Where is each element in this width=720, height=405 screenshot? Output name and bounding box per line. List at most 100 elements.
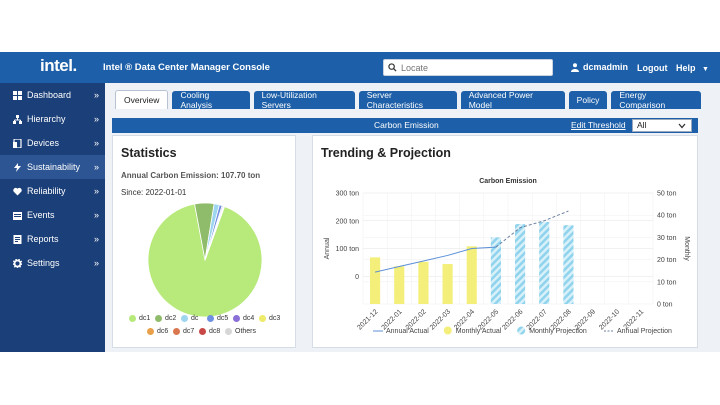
tab-overview[interactable]: Overview (115, 90, 169, 109)
legend-item-dc1[interactable]: dc1 (129, 315, 150, 322)
help-menu[interactable]: Help ▼ (676, 63, 709, 73)
search-box[interactable] (383, 59, 553, 76)
chevron-down-icon (678, 123, 686, 129)
legend-label: Others (235, 328, 257, 335)
section-bar: Carbon Emission Edit Threshold All (112, 118, 698, 133)
legend-label: dc3 (269, 315, 281, 322)
logout-link[interactable]: Logout (637, 63, 668, 73)
chevron-right-icon: » (93, 234, 99, 244)
legend-label: dc8 (209, 328, 221, 335)
sidebar-item-reliability[interactable]: Reliability » (0, 179, 105, 203)
tab-server-characteristics[interactable]: Server Characteristics (358, 90, 457, 110)
sidebar-item-reports[interactable]: Reports » (0, 227, 105, 251)
legend-swatch (147, 328, 154, 335)
trending-title: Trending & Projection (321, 146, 451, 160)
annual-actual-line[interactable] (374, 246, 496, 273)
legend-swatch (443, 326, 452, 335)
sidebar-item-settings[interactable]: Settings » (0, 251, 105, 275)
legend-item-dc4[interactable]: dc4 (233, 315, 254, 322)
search-icon (388, 63, 397, 72)
legend-label: dc1 (139, 315, 151, 322)
sidebar-item-label: Reliability (27, 186, 66, 196)
monthly-projection-bar[interactable] (539, 221, 550, 304)
top-bar: intel. Intel ® Data Center Manager Conso… (0, 52, 720, 83)
legend-swatch (233, 315, 240, 322)
x-tick-label: 2021-12 (356, 308, 379, 331)
legend-label: dc5 (217, 315, 229, 322)
legend-swatch (129, 315, 136, 322)
legend-label: dc (191, 315, 199, 322)
monthly-actual-bar[interactable] (418, 261, 429, 304)
sidebar-item-sustainability[interactable]: Sustainability » (0, 155, 105, 179)
chevron-right-icon: » (93, 210, 99, 220)
y2-tick-label: 10 ton (657, 279, 677, 286)
legend-item-dc7[interactable]: dc7 (173, 328, 194, 335)
filter-select-value: All (637, 120, 647, 130)
legend-label: Monthly Actual (456, 328, 502, 335)
chart-legend-monthly-actual[interactable]: Monthly Actual (443, 326, 502, 336)
legend-swatch (155, 315, 162, 322)
chart-legend-monthly-projection[interactable]: Monthly Projection (517, 326, 587, 336)
carbon-emission-chart: Carbon Emission 300 ton 200 ton 100 ton 0 50 … (324, 178, 690, 336)
sidebar-item-dashboard[interactable]: Dashboard » (0, 83, 105, 107)
legend-item-dc8[interactable]: dc8 (199, 328, 220, 335)
sidebar-item-devices[interactable]: Devices » (0, 131, 105, 155)
filter-select[interactable]: All (632, 119, 692, 132)
search-input[interactable] (401, 62, 541, 73)
sidebar-item-label: Events (27, 210, 55, 220)
tab-energy-comparison[interactable]: Energy Comparison (611, 90, 701, 110)
tab-policy[interactable]: Policy (568, 91, 608, 109)
legend-item-dc[interactable]: dc (181, 315, 198, 322)
pie-chart (147, 202, 263, 318)
events-icon (12, 210, 22, 220)
monthly-actual-bar[interactable] (442, 264, 453, 304)
monthly-projection-bar[interactable] (515, 224, 526, 304)
legend-swatch (225, 328, 232, 335)
since-date: Since: 2022-01-01 (121, 188, 187, 197)
pie-slice-others[interactable] (204, 205, 226, 261)
statistics-title: Statistics (121, 146, 177, 160)
sidebar: Dashboard» Hierarchy» Devices» Sustainabili… (0, 83, 105, 352)
chevron-right-icon: » (93, 90, 99, 100)
chart-title: Carbon Emission (479, 178, 537, 185)
chart-legend-annual-actual[interactable]: Annual Actual (373, 328, 429, 335)
edit-threshold-link[interactable]: Edit Threshold (571, 120, 626, 130)
pie-slice-dc1[interactable] (147, 203, 263, 318)
monthly-actual-bar[interactable] (466, 246, 477, 304)
heartbeat-icon (12, 186, 22, 196)
dashboard-icon (12, 90, 22, 100)
legend-swatch (199, 328, 206, 335)
monthly-actual-bar[interactable] (370, 257, 381, 304)
legend-item-dc5[interactable]: dc5 (207, 315, 228, 322)
chevron-right-icon: » (93, 162, 99, 172)
legend-item-dc6[interactable]: dc6 (147, 328, 168, 335)
tab-low-utilization-servers[interactable]: Low-Utilization Servers (253, 90, 355, 110)
y-tick-label: 300 ton (336, 191, 359, 198)
y-tick-label: 100 ton (336, 246, 359, 253)
chart-legend-annual-projection[interactable]: Annual Projection (604, 328, 672, 335)
tab-cooling-analysis[interactable]: Cooling Analysis (172, 90, 250, 110)
main-content: Overview Cooling Analysis Low-Utilization … (105, 83, 705, 352)
monthly-actual-bar[interactable] (394, 266, 405, 304)
legend-item-dc2[interactable]: dc2 (155, 315, 176, 322)
tab-advanced-power-model[interactable]: Advanced Power Model (460, 90, 565, 110)
legend-item-others[interactable]: Others (225, 328, 256, 335)
legend-item-dc3[interactable]: dc3 (259, 315, 280, 322)
monthly-projection-bar[interactable] (490, 237, 501, 304)
monthly-projection-bar[interactable] (563, 225, 574, 304)
user-menu[interactable]: dcmadmin (571, 62, 628, 72)
annual-projection-line[interactable] (495, 210, 569, 248)
sidebar-item-label: Sustainability (27, 162, 81, 172)
sidebar-item-hierarchy[interactable]: Hierarchy » (0, 107, 105, 131)
y2-tick-label: 50 ton (657, 191, 677, 198)
section-title: Carbon Emission (374, 120, 439, 130)
y-tick-label: 200 ton (336, 218, 359, 225)
legend-label: dc4 (243, 315, 255, 322)
sidebar-item-label: Reports (27, 234, 59, 244)
chevron-right-icon: » (93, 138, 99, 148)
sidebar-item-label: Settings (27, 258, 60, 268)
legend-label: dc7 (183, 328, 195, 335)
sidebar-item-label: Devices (27, 138, 60, 148)
sidebar-item-events[interactable]: Events » (0, 203, 105, 227)
caret-down-icon: ▼ (702, 66, 709, 73)
